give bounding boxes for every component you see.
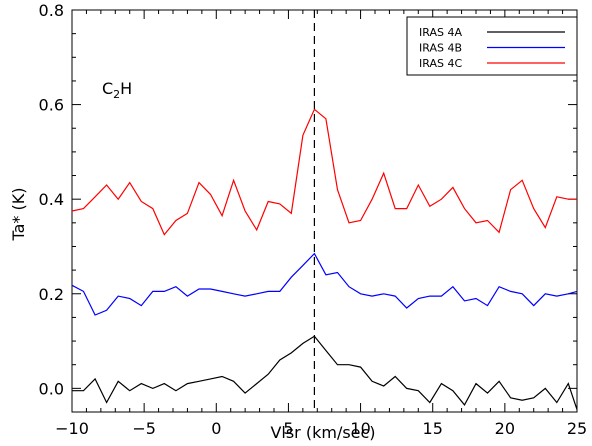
series-line-iras-4c xyxy=(71,108,577,236)
y-tick-label: 0.0 xyxy=(39,379,64,398)
x-tick-label: −5 xyxy=(132,419,156,438)
x-tick-label: 5 xyxy=(283,419,293,438)
annotation-main: C xyxy=(102,79,113,98)
series-layer xyxy=(71,10,578,412)
x-tick-label: 20 xyxy=(495,419,515,438)
x-tick-label: 25 xyxy=(567,419,587,438)
y-tick-label: 0.8 xyxy=(39,1,64,20)
legend-label: IRAS 4B xyxy=(419,42,462,55)
series-line-iras-4b xyxy=(71,252,578,316)
x-tick-label: 15 xyxy=(423,419,443,438)
annotation-subscript: 2 xyxy=(113,88,120,101)
axes-layer: −10 −5 0 5 10 15 20 25 0.0 0.2 0.4 0.6 0.8 xyxy=(39,1,588,438)
x-tick-label: −10 xyxy=(55,419,89,438)
annotation-tail: H xyxy=(120,79,132,98)
x-tick-label: 0 xyxy=(211,419,221,438)
y-tick-label: 0.2 xyxy=(39,285,64,304)
series-line-iras-4a xyxy=(72,335,578,410)
legend-label: IRAS 4C xyxy=(419,57,462,70)
y-axis-title: Ta* (K) xyxy=(9,188,28,242)
x-axis-title: Vlsr (km/sec) xyxy=(270,423,375,442)
legend: IRAS 4A IRAS 4B IRAS 4C xyxy=(406,16,578,76)
legend-box xyxy=(406,16,578,76)
y-tick-label: 0.6 xyxy=(39,96,64,115)
molecule-annotation: C2H xyxy=(102,79,132,101)
y-tick-label: 0.4 xyxy=(39,190,64,209)
legend-label: IRAS 4A xyxy=(419,26,462,39)
x-tick-label: 10 xyxy=(350,419,370,438)
